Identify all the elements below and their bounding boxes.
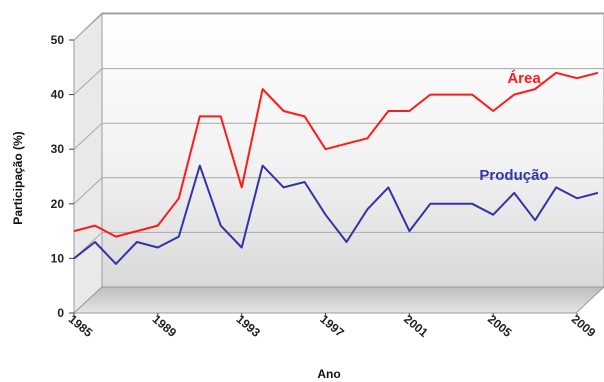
y-tick-label: 0 <box>57 306 64 320</box>
y-axis-title: Participação (%) <box>11 131 25 224</box>
series-labels: Área Produção <box>479 70 548 184</box>
x-tick-label: 1997 <box>317 312 347 340</box>
side-gridline-50 <box>73 13 103 41</box>
y-tick-label: 50 <box>51 33 65 47</box>
x-tick-label: 2009 <box>569 312 599 340</box>
series-line-producao <box>73 164 599 265</box>
y-tick-label: 30 <box>51 142 65 156</box>
series-line-area <box>73 71 599 238</box>
side-gridline-40 <box>73 68 103 95</box>
x-tick-labels: 1985 1989 1993 1997 2001 2005 2009 <box>66 312 599 340</box>
y-tick-labels: 0 10 20 30 40 50 <box>51 33 65 320</box>
floor <box>72 286 604 314</box>
x-tick-label: 1989 <box>150 312 180 340</box>
x-tick-label: 2005 <box>485 312 515 340</box>
side-wall <box>73 11 103 315</box>
side-gridline-20 <box>73 177 103 205</box>
side-gridline-30 <box>73 122 103 150</box>
x-axis-title: Ano <box>317 367 340 381</box>
series-label-producao: Produção <box>479 167 548 184</box>
back-wall <box>101 12 604 288</box>
x-tick-label: 1985 <box>66 312 96 340</box>
series-lines <box>73 71 599 265</box>
y-tick-label: 40 <box>51 88 65 102</box>
x-tick-label: 2001 <box>401 312 431 340</box>
x-tick-label: 1993 <box>234 312 264 340</box>
y-tick-label: 10 <box>51 251 65 265</box>
series-label-area: Área <box>507 70 541 87</box>
plot-frame <box>72 11 604 315</box>
y-tick-label: 20 <box>51 197 65 211</box>
gridlines <box>69 13 604 314</box>
